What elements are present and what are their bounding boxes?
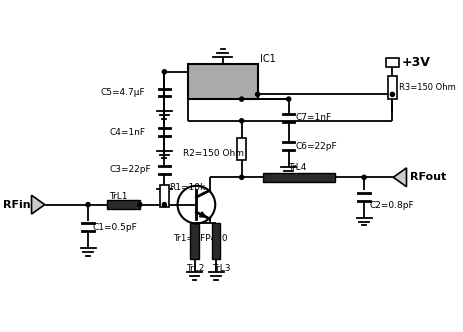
Circle shape: [390, 92, 394, 97]
Circle shape: [287, 97, 291, 101]
Text: IC1: IC1: [261, 53, 276, 64]
Text: RFout: RFout: [410, 172, 446, 182]
Bar: [160, 185, 169, 208]
Text: C2=0.8pF: C2=0.8pF: [370, 201, 414, 210]
Text: C3=22pF: C3=22pF: [110, 165, 151, 174]
Text: C1=0.5pF: C1=0.5pF: [93, 223, 138, 232]
Circle shape: [86, 203, 90, 207]
Text: Tr1=BFP420: Tr1=BFP420: [173, 234, 227, 243]
Text: 2: 2: [192, 67, 197, 76]
Bar: [386, 58, 399, 67]
Circle shape: [163, 70, 166, 74]
Text: RFin: RFin: [3, 200, 31, 209]
Text: TrL2: TrL2: [186, 264, 205, 273]
Text: C6=22pF: C6=22pF: [295, 142, 337, 151]
Bar: [190, 223, 199, 259]
Circle shape: [362, 175, 366, 179]
Text: R3=150 Ohm: R3=150 Ohm: [399, 83, 456, 92]
Text: 4: 4: [192, 90, 197, 99]
Circle shape: [163, 203, 166, 207]
Text: R2=150 Ohm: R2=150 Ohm: [183, 149, 244, 158]
Text: 1: 1: [219, 67, 224, 76]
Circle shape: [138, 203, 142, 207]
Polygon shape: [393, 168, 407, 187]
Text: TrL4: TrL4: [288, 163, 306, 172]
Circle shape: [239, 97, 244, 101]
Bar: [107, 200, 140, 209]
Text: C7=1nF: C7=1nF: [295, 114, 332, 123]
Circle shape: [239, 119, 244, 123]
Text: C4=1nF: C4=1nF: [110, 127, 146, 136]
Polygon shape: [31, 195, 45, 214]
Circle shape: [239, 175, 244, 179]
Text: TrL1: TrL1: [109, 192, 127, 201]
Bar: [237, 138, 246, 160]
Text: R1=10k: R1=10k: [169, 183, 205, 192]
Text: +3V: +3V: [402, 56, 431, 69]
Bar: [212, 223, 220, 259]
Text: BCR400W: BCR400W: [191, 81, 238, 90]
Bar: [388, 76, 397, 99]
Text: TrL3: TrL3: [213, 264, 231, 273]
Circle shape: [256, 92, 260, 97]
Text: 3: 3: [219, 90, 225, 99]
Bar: [188, 64, 257, 99]
Bar: [263, 173, 335, 182]
Text: C5=4.7μF: C5=4.7μF: [100, 88, 145, 97]
